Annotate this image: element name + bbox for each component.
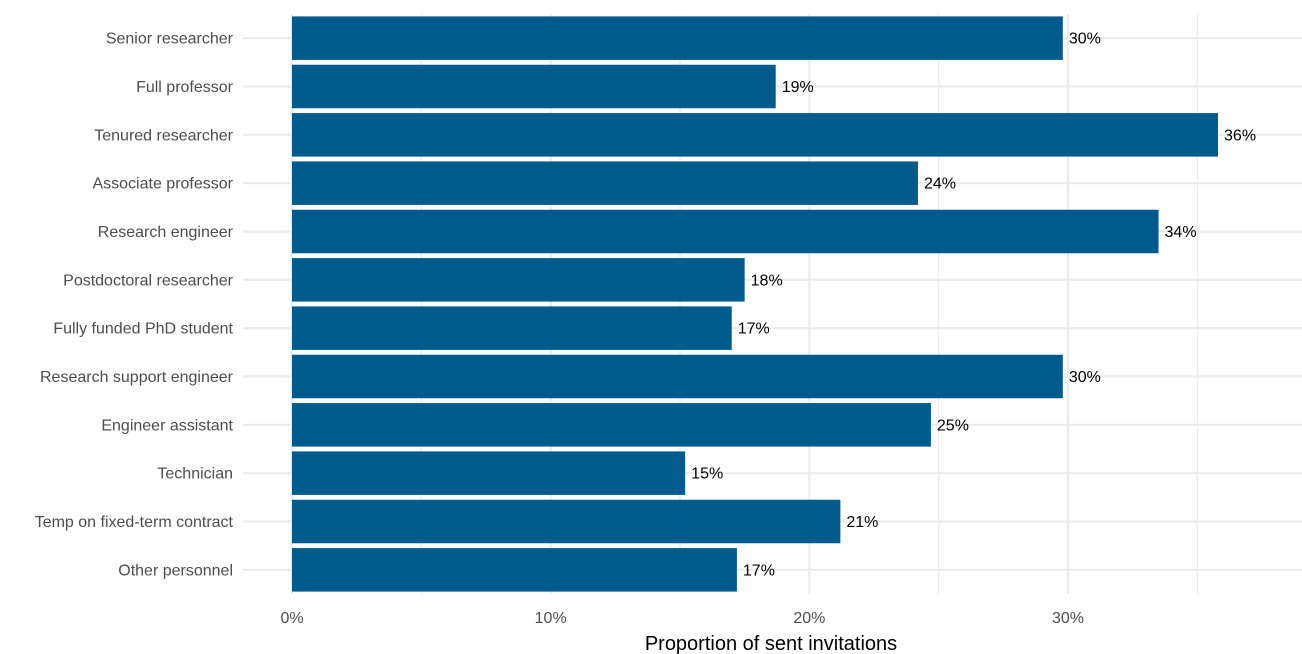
bar: [292, 161, 918, 205]
category-label: Research engineer: [98, 224, 234, 241]
category-label: Research support engineer: [40, 369, 234, 386]
x-tick-labels: 0% 10% 20% 30%: [280, 610, 1084, 627]
bar: [292, 209, 1159, 254]
category-labels: Senior researcher Full professor Tenured r…: [35, 31, 234, 580]
bar-layer: [292, 16, 1219, 592]
category-label: Technician: [157, 466, 233, 483]
data-label: 15%: [691, 466, 723, 483]
data-labels: 30% 19% 36% 24% 34% 18% 17% 30% 25% 15% 21% 17%: [691, 31, 1256, 580]
bar: [292, 113, 1219, 157]
category-label: Postdoctoral researcher: [63, 272, 234, 289]
category-label: Other personnel: [118, 562, 233, 579]
data-label: 36%: [1224, 127, 1256, 144]
bar: [292, 548, 737, 592]
data-label: 24%: [924, 176, 956, 193]
bar: [292, 64, 776, 109]
data-label: 25%: [937, 417, 969, 434]
category-label: Engineer assistant: [101, 417, 233, 434]
data-label: 17%: [738, 321, 770, 338]
x-tick-label: 30%: [1052, 610, 1084, 627]
data-label: 34%: [1165, 224, 1197, 241]
data-label: 21%: [846, 514, 878, 531]
x-axis-title: Proportion of sent invitations: [645, 633, 897, 654]
bar: [292, 354, 1063, 399]
x-tick-label: 20%: [793, 610, 825, 627]
bar: [292, 258, 745, 302]
data-label: 30%: [1069, 369, 1101, 386]
data-label: 17%: [743, 562, 775, 579]
data-label: 19%: [782, 79, 814, 96]
category-label: Senior researcher: [106, 31, 234, 48]
category-label: Associate professor: [92, 176, 233, 193]
bar: [292, 16, 1063, 60]
bar: [292, 499, 841, 544]
bar: [292, 403, 931, 447]
category-label: Temp on fixed-term contract: [35, 514, 234, 531]
data-label: 30%: [1069, 31, 1101, 48]
category-label: Full professor: [136, 79, 234, 96]
data-label: 18%: [751, 272, 783, 289]
category-label: Tenured researcher: [94, 127, 233, 144]
bar: [292, 306, 732, 350]
category-label: Fully funded PhD student: [53, 321, 233, 338]
x-tick-label: 0%: [280, 610, 303, 627]
x-tick-label: 10%: [535, 610, 567, 627]
bar: [292, 451, 686, 495]
